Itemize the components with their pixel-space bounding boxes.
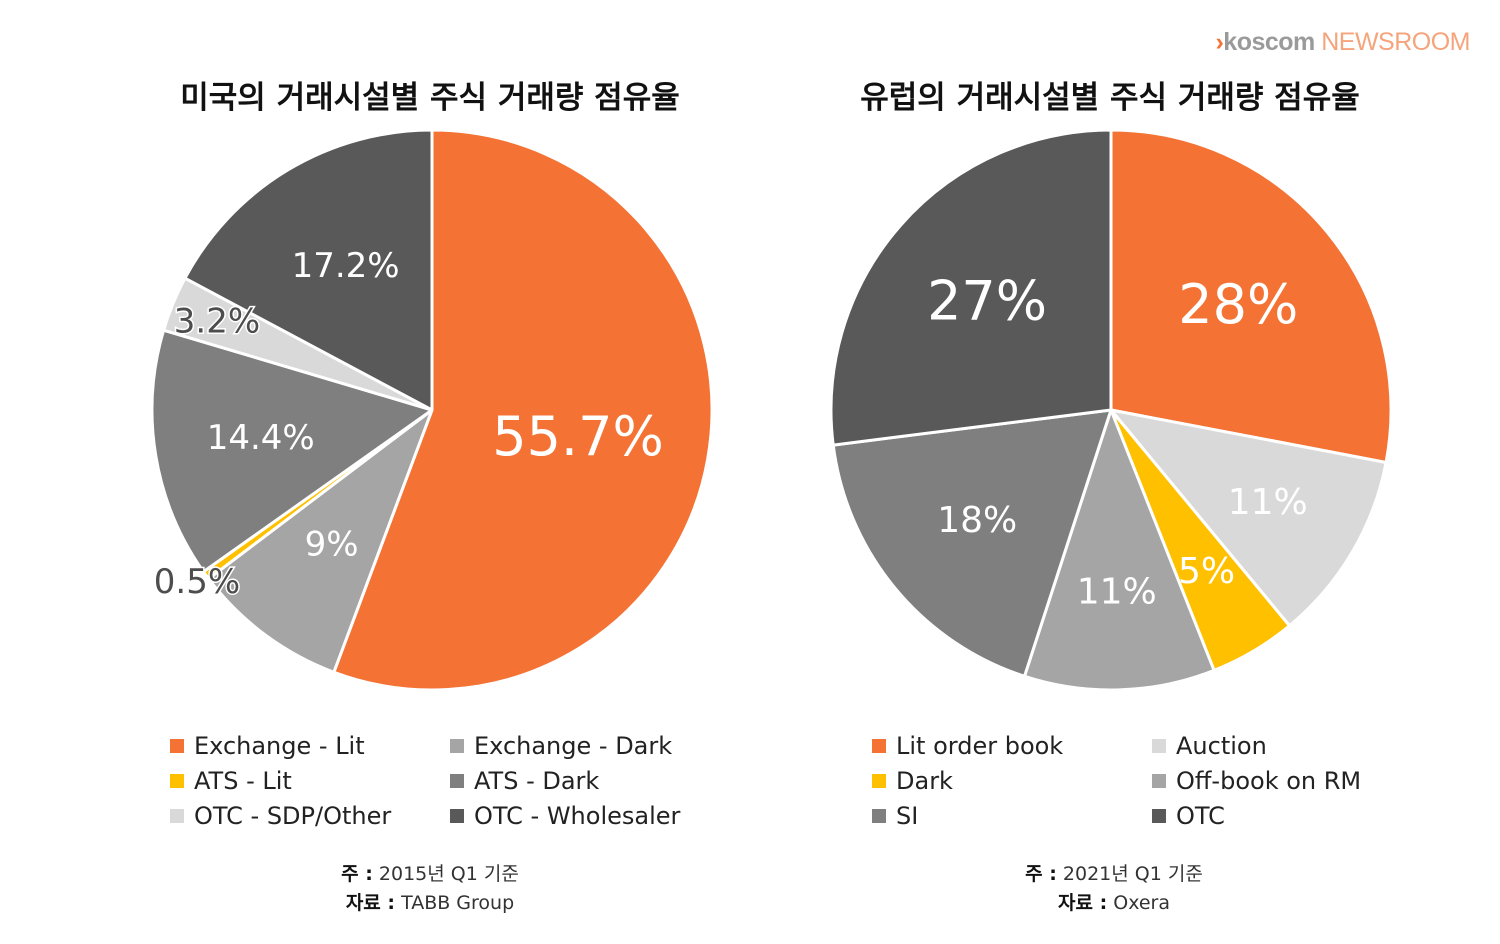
us-label-otc-sdp-other: 3.2% (174, 302, 260, 342)
legend-label: Auction (1176, 732, 1267, 760)
legend-swatch (170, 809, 184, 823)
eu-legend-item-lit-order-book: Lit order book (872, 730, 1152, 762)
us-slice-exchange-dark (207, 408, 434, 674)
koscom-newsroom-logo: ›koscom NEWSROOM (1215, 28, 1470, 56)
us-label-ats-dark: 14.4% (207, 418, 315, 458)
eu-legend-item-otc: OTC (1152, 800, 1412, 832)
us-label-exchange-lit: 55.7% (492, 405, 664, 468)
legend-swatch (170, 774, 184, 788)
legend-swatch (1152, 774, 1166, 788)
legend-label: ATS - Dark (474, 767, 600, 795)
legend-label: Dark (896, 767, 953, 795)
eu-label-off-book-on-rm: 11% (1077, 571, 1157, 612)
us-legend-item-ats-dark: ATS - Dark (450, 765, 710, 797)
eu-label-si: 18% (937, 500, 1017, 541)
us-pie-labels: 55.7% 9% 0.5% 14.4% 3.2% 17.2% (152, 246, 664, 604)
eu-legend-item-auction: Auction (1152, 730, 1412, 762)
us-label-otc-wholesaler: 17.2% (292, 246, 400, 286)
us-legend-item-exchange-lit: Exchange - Lit (170, 730, 450, 762)
us-chart-title: 미국의 거래시설별 주식 거래량 점유율 (180, 80, 680, 116)
us-legend: Exchange - Lit Exchange - Dark ATS - Lit AT… (170, 730, 710, 832)
legend-label: Exchange - Dark (474, 732, 673, 760)
eu-legend: Lit order book Auction Dark Off-book on RM S… (872, 730, 1412, 832)
legend-label: Lit order book (896, 732, 1064, 760)
us-legend-item-ats-lit: ATS - Lit (170, 765, 450, 797)
eu-chart-note: 주 : 2021년 Q1 기준 자료 : Oxera (914, 860, 1314, 918)
us-slice-exchange-lit (332, 128, 714, 692)
legend-swatch (1152, 809, 1166, 823)
legend-swatch (450, 774, 464, 788)
eu-legend-item-off-book-on-rm: Off-book on RM (1152, 765, 1412, 797)
legend-swatch (872, 774, 886, 788)
us-chart-note: 주 : 2015년 Q1 기준 자료 : TABB Group (230, 860, 630, 918)
legend-label: OTC - SDP/Other (194, 802, 392, 830)
eu-slice-lit-order-book (1109, 128, 1393, 464)
eu-label-auction: 11% (1228, 482, 1308, 523)
legend-swatch (170, 739, 184, 753)
legend-label: ATS - Lit (194, 767, 292, 795)
legend-label: Off-book on RM (1176, 767, 1362, 795)
eu-note-source: 자료 : Oxera (1058, 892, 1170, 914)
eu-note-basis: 주 : 2021년 Q1 기준 (1025, 863, 1203, 885)
legend-label: SI (896, 802, 919, 830)
eu-slice-si (831, 408, 1113, 678)
eu-pie (829, 128, 1393, 692)
eu-slice-auction (1109, 408, 1388, 628)
eu-legend-item-dark: Dark (872, 765, 1152, 797)
legend-swatch (1152, 739, 1166, 753)
eu-label-lit-order-book: 28% (1178, 273, 1298, 336)
us-label-exchange-dark: 9% (305, 525, 359, 565)
eu-label-dark: 5% (1178, 551, 1235, 592)
eu-label-otc: 27% (927, 269, 1047, 332)
eu-slice-off-book-on-rm (1022, 408, 1216, 692)
us-legend-item-exchange-dark: Exchange - Dark (450, 730, 710, 762)
legend-label: OTC (1176, 802, 1225, 830)
us-slice-otc-wholesaler (183, 128, 434, 412)
us-pie (150, 128, 714, 692)
eu-chart-title: 유럽의 거래시설별 주식 거래량 점유율 (860, 80, 1360, 116)
us-label-ats-lit: 0.5% (154, 562, 240, 602)
eu-legend-item-si: SI (872, 800, 1152, 832)
us-note-source: 자료 : TABB Group (345, 892, 515, 914)
legend-swatch (872, 739, 886, 753)
eu-pie-labels: 28% 11% 5% 11% 18% 27% (927, 269, 1308, 612)
legend-swatch (450, 739, 464, 753)
legend-swatch (450, 809, 464, 823)
legend-swatch (872, 809, 886, 823)
us-legend-item-otc-wholesaler: OTC - Wholesaler (450, 800, 710, 832)
legend-label: Exchange - Lit (194, 732, 365, 760)
eu-slice-otc (829, 128, 1113, 447)
us-note-basis: 주 : 2015년 Q1 기준 (341, 863, 519, 885)
us-legend-item-otc-sdp-other: OTC - SDP/Other (170, 800, 450, 832)
legend-label: OTC - Wholesaler (474, 802, 681, 830)
